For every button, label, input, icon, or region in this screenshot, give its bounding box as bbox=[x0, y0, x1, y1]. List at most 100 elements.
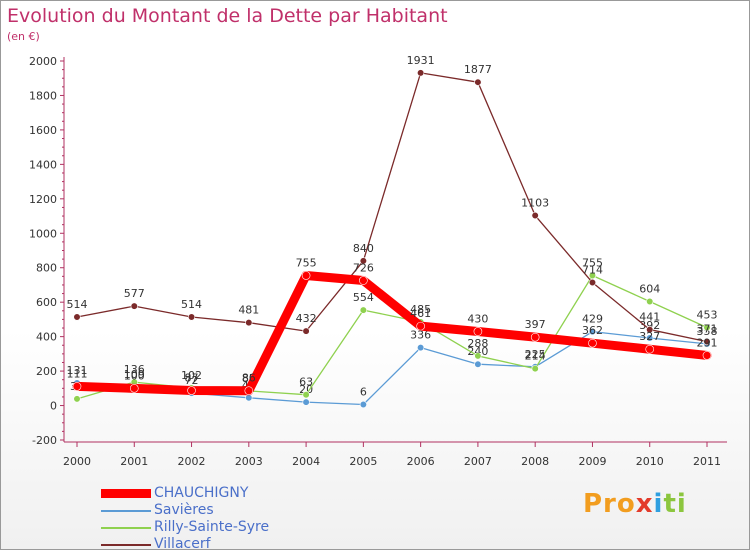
data-label-chauchigny: 291 bbox=[697, 336, 718, 349]
data-point-chauchigny bbox=[530, 332, 540, 342]
data-point-villacerf bbox=[646, 325, 654, 334]
logo-part-2: x bbox=[635, 489, 654, 519]
data-point-chauchigny bbox=[187, 386, 196, 395]
data-point-chauchigny bbox=[416, 321, 425, 331]
data-point-villacerf bbox=[73, 313, 81, 321]
chart-title: Evolution du Montant de la Dette par Hab… bbox=[7, 5, 448, 27]
data-point-rilly-sainte-syre bbox=[73, 395, 81, 403]
data-label-savières: 72 bbox=[185, 374, 199, 387]
legend-label-savieres: Savières bbox=[154, 502, 214, 518]
data-label-rilly-sainte-syre: 136 bbox=[124, 363, 145, 376]
data-point-rilly-sainte-syre bbox=[588, 271, 597, 280]
data-label-villacerf: 432 bbox=[296, 312, 317, 325]
data-label-rilly-sainte-syre: 604 bbox=[639, 282, 660, 295]
series-line-rilly-sainte-syre bbox=[76, 274, 708, 400]
data-point-savières bbox=[646, 334, 654, 342]
series-line-villacerf bbox=[76, 72, 708, 343]
y-tick-label-3: 400 bbox=[36, 331, 57, 344]
data-label-savières: 131 bbox=[67, 364, 88, 377]
y-tick-label-10: 1800 bbox=[29, 89, 57, 102]
data-label-savières: 392 bbox=[639, 319, 660, 332]
data-point-villacerf bbox=[359, 257, 367, 265]
logo-part-3: i bbox=[653, 489, 664, 519]
data-point-savières bbox=[359, 400, 367, 409]
data-label-villacerf: 1103 bbox=[521, 197, 549, 210]
data-label-villacerf: 371 bbox=[697, 323, 718, 336]
data-point-villacerf bbox=[703, 338, 711, 346]
x-tick-label-4: 2004 bbox=[292, 455, 320, 468]
x-tick-label-8: 2008 bbox=[521, 455, 549, 468]
legend-label-chauchigny: CHAUCHIGNY bbox=[154, 485, 249, 501]
data-label-villacerf: 840 bbox=[353, 242, 374, 255]
data-label-villacerf: 481 bbox=[238, 304, 259, 317]
data-point-chauchigny bbox=[301, 271, 311, 280]
data-label-villacerf: 714 bbox=[582, 264, 603, 277]
data-label-rilly-sainte-syre: 755 bbox=[582, 256, 603, 269]
data-point-villacerf bbox=[474, 78, 482, 86]
y-tick-label-7: 1200 bbox=[29, 193, 57, 206]
y-tick-label-1: 0 bbox=[50, 400, 57, 413]
data-point-villacerf bbox=[245, 319, 253, 327]
data-label-villacerf: 441 bbox=[639, 311, 660, 324]
data-label-chauchigny: 327 bbox=[639, 330, 660, 343]
data-label-chauchigny: 430 bbox=[467, 312, 488, 325]
y-tick-label-2: 200 bbox=[36, 365, 57, 378]
data-label-chauchigny: 755 bbox=[296, 256, 317, 269]
data-label-savières: 6 bbox=[360, 386, 367, 399]
data-label-savières: 429 bbox=[582, 313, 603, 326]
data-point-villacerf bbox=[302, 327, 310, 335]
data-label-rilly-sainte-syre: 453 bbox=[697, 309, 718, 322]
data-label-rilly-sainte-syre: 485 bbox=[410, 303, 431, 316]
y-tick-label-0: -200 bbox=[32, 434, 57, 447]
data-label-chauchigny: 86 bbox=[242, 372, 256, 385]
data-label-savières: 225 bbox=[525, 348, 546, 361]
data-point-chauchigny bbox=[588, 338, 597, 348]
data-point-rilly-sainte-syre bbox=[302, 391, 310, 399]
data-point-chauchigny bbox=[72, 382, 82, 391]
data-label-chauchigny: 461 bbox=[410, 307, 431, 320]
y-tick-label-6: 1000 bbox=[29, 227, 57, 240]
legend-swatch-savieres bbox=[101, 510, 151, 512]
data-point-rilly-sainte-syre bbox=[531, 365, 539, 373]
data-label-savières: 20 bbox=[299, 383, 313, 396]
data-label-savières: 336 bbox=[410, 329, 431, 342]
y-tick-label-11: 2000 bbox=[29, 55, 57, 68]
x-tick-label-5: 2005 bbox=[349, 455, 377, 468]
x-tick-label-1: 2001 bbox=[120, 455, 148, 468]
data-label-villacerf: 1931 bbox=[407, 54, 435, 67]
data-label-villacerf: 577 bbox=[124, 287, 145, 300]
data-label-rilly-sainte-syre: 214 bbox=[525, 350, 546, 363]
data-point-villacerf bbox=[187, 313, 196, 321]
data-label-chauchigny: 362 bbox=[582, 324, 603, 337]
data-point-villacerf bbox=[417, 69, 425, 77]
legend-swatch-rilly bbox=[101, 527, 151, 529]
x-tick-label-9: 2009 bbox=[578, 455, 606, 468]
logo-part-4: ti bbox=[663, 489, 687, 519]
x-tick-label-11: 2011 bbox=[693, 455, 721, 468]
y-tick-label-9: 1600 bbox=[29, 124, 57, 137]
data-label-chauchigny: 397 bbox=[525, 318, 546, 331]
data-label-rilly-sainte-syre: 288 bbox=[467, 337, 488, 350]
data-point-villacerf bbox=[531, 211, 539, 220]
data-label-rilly-sainte-syre: 554 bbox=[353, 291, 374, 304]
series-line-chauchigny bbox=[72, 270, 712, 396]
legend-label-villacerf: Villacerf bbox=[154, 536, 211, 552]
x-tick-label-0: 2000 bbox=[63, 455, 91, 468]
data-point-savières bbox=[302, 398, 310, 406]
data-label-savières: 109 bbox=[124, 368, 145, 381]
data-point-villacerf bbox=[588, 278, 597, 287]
data-point-rilly-sainte-syre bbox=[359, 306, 367, 314]
data-point-savières bbox=[474, 360, 482, 368]
x-tick-label-6: 2006 bbox=[407, 455, 435, 468]
legend-label-rilly: Rilly-Sainte-Syre bbox=[154, 519, 270, 535]
legend-swatch-chauchigny bbox=[101, 489, 151, 498]
data-point-chauchigny bbox=[244, 386, 254, 396]
data-point-chauchigny bbox=[702, 351, 712, 360]
x-tick-label-7: 2007 bbox=[464, 455, 492, 468]
proxiti-logo: Proxiti bbox=[583, 489, 687, 519]
data-label-chauchigny: 87 bbox=[185, 372, 199, 385]
data-label-villacerf: 1877 bbox=[464, 63, 492, 76]
y-tick-label-8: 1400 bbox=[29, 158, 57, 171]
